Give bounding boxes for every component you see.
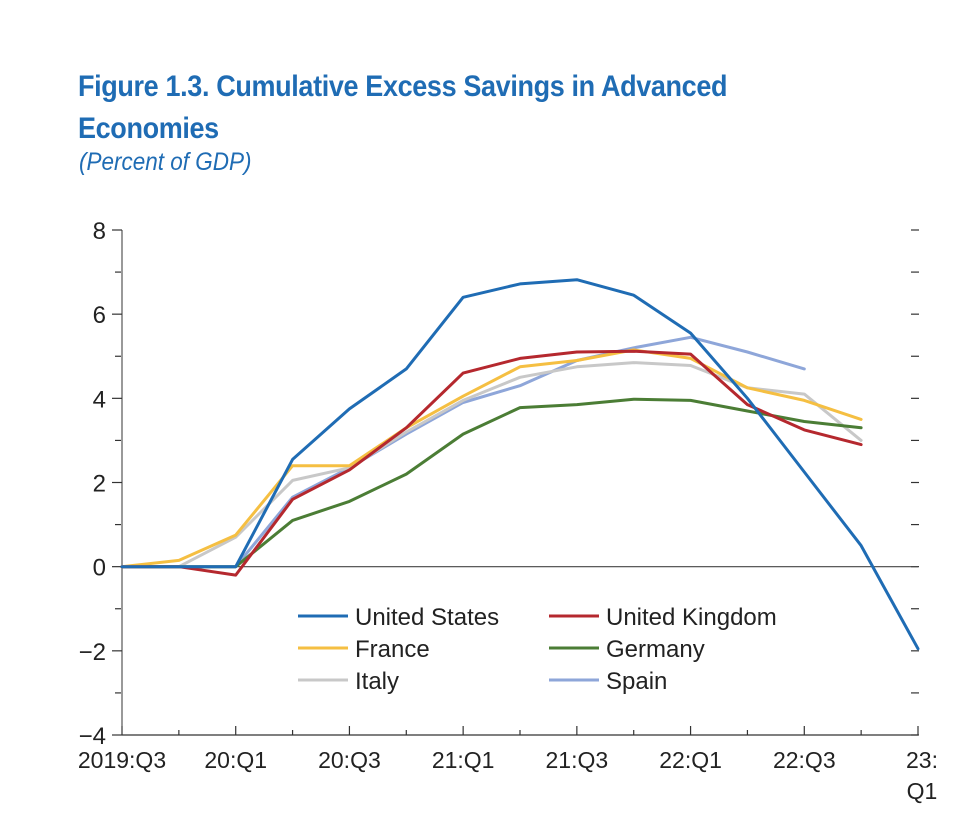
figure-subtitle: (Percent of GDP) [79,148,252,176]
x-tick-label: 20:Q1 [204,747,267,773]
figure-title-line2: Economies [78,112,219,145]
series-line-france [120,348,863,569]
y-tick-label: 4 [93,386,106,413]
chart-series-lines [120,278,920,651]
y-tick-label: −4 [79,723,106,750]
legend-label-united-kingdom: United Kingdom [606,604,777,631]
y-tick-label: 0 [93,555,106,582]
x-tick-label: 20:Q3 [318,747,381,773]
y-tick-label: 8 [93,218,106,245]
x-tick-label: 22:Q1 [659,747,722,773]
chart-legend: United States United Kingdom France Germany… [298,604,777,695]
x-tick-label: 23: [906,747,938,773]
x-tick-label: 21:Q1 [432,747,495,773]
y-tick-label: 6 [93,302,106,329]
x-tick-label: 21:Q3 [546,747,609,773]
legend-label-france: France [355,636,430,663]
legend-label-united-states: United States [355,604,499,631]
legend-label-spain: Spain [606,668,667,695]
figure-title: Figure 1.3. Cumulative Excess Savings in… [78,66,798,150]
x-tick-label: 22:Q3 [773,747,836,773]
y-tick-label: 2 [93,471,106,498]
figure-title-line1: Figure 1.3. Cumulative Excess Savings in… [78,70,728,103]
legend-label-italy: Italy [355,668,399,695]
legend-label-germany: Germany [606,636,705,663]
series-line-united-kingdom [120,349,863,577]
x-tick-label: 2019:Q3 [78,747,166,773]
x-tick-label-line2: Q1 [907,778,938,804]
series-line-united-states [120,278,920,651]
series-line-germany [120,397,863,569]
y-tick-label: −2 [79,639,106,666]
